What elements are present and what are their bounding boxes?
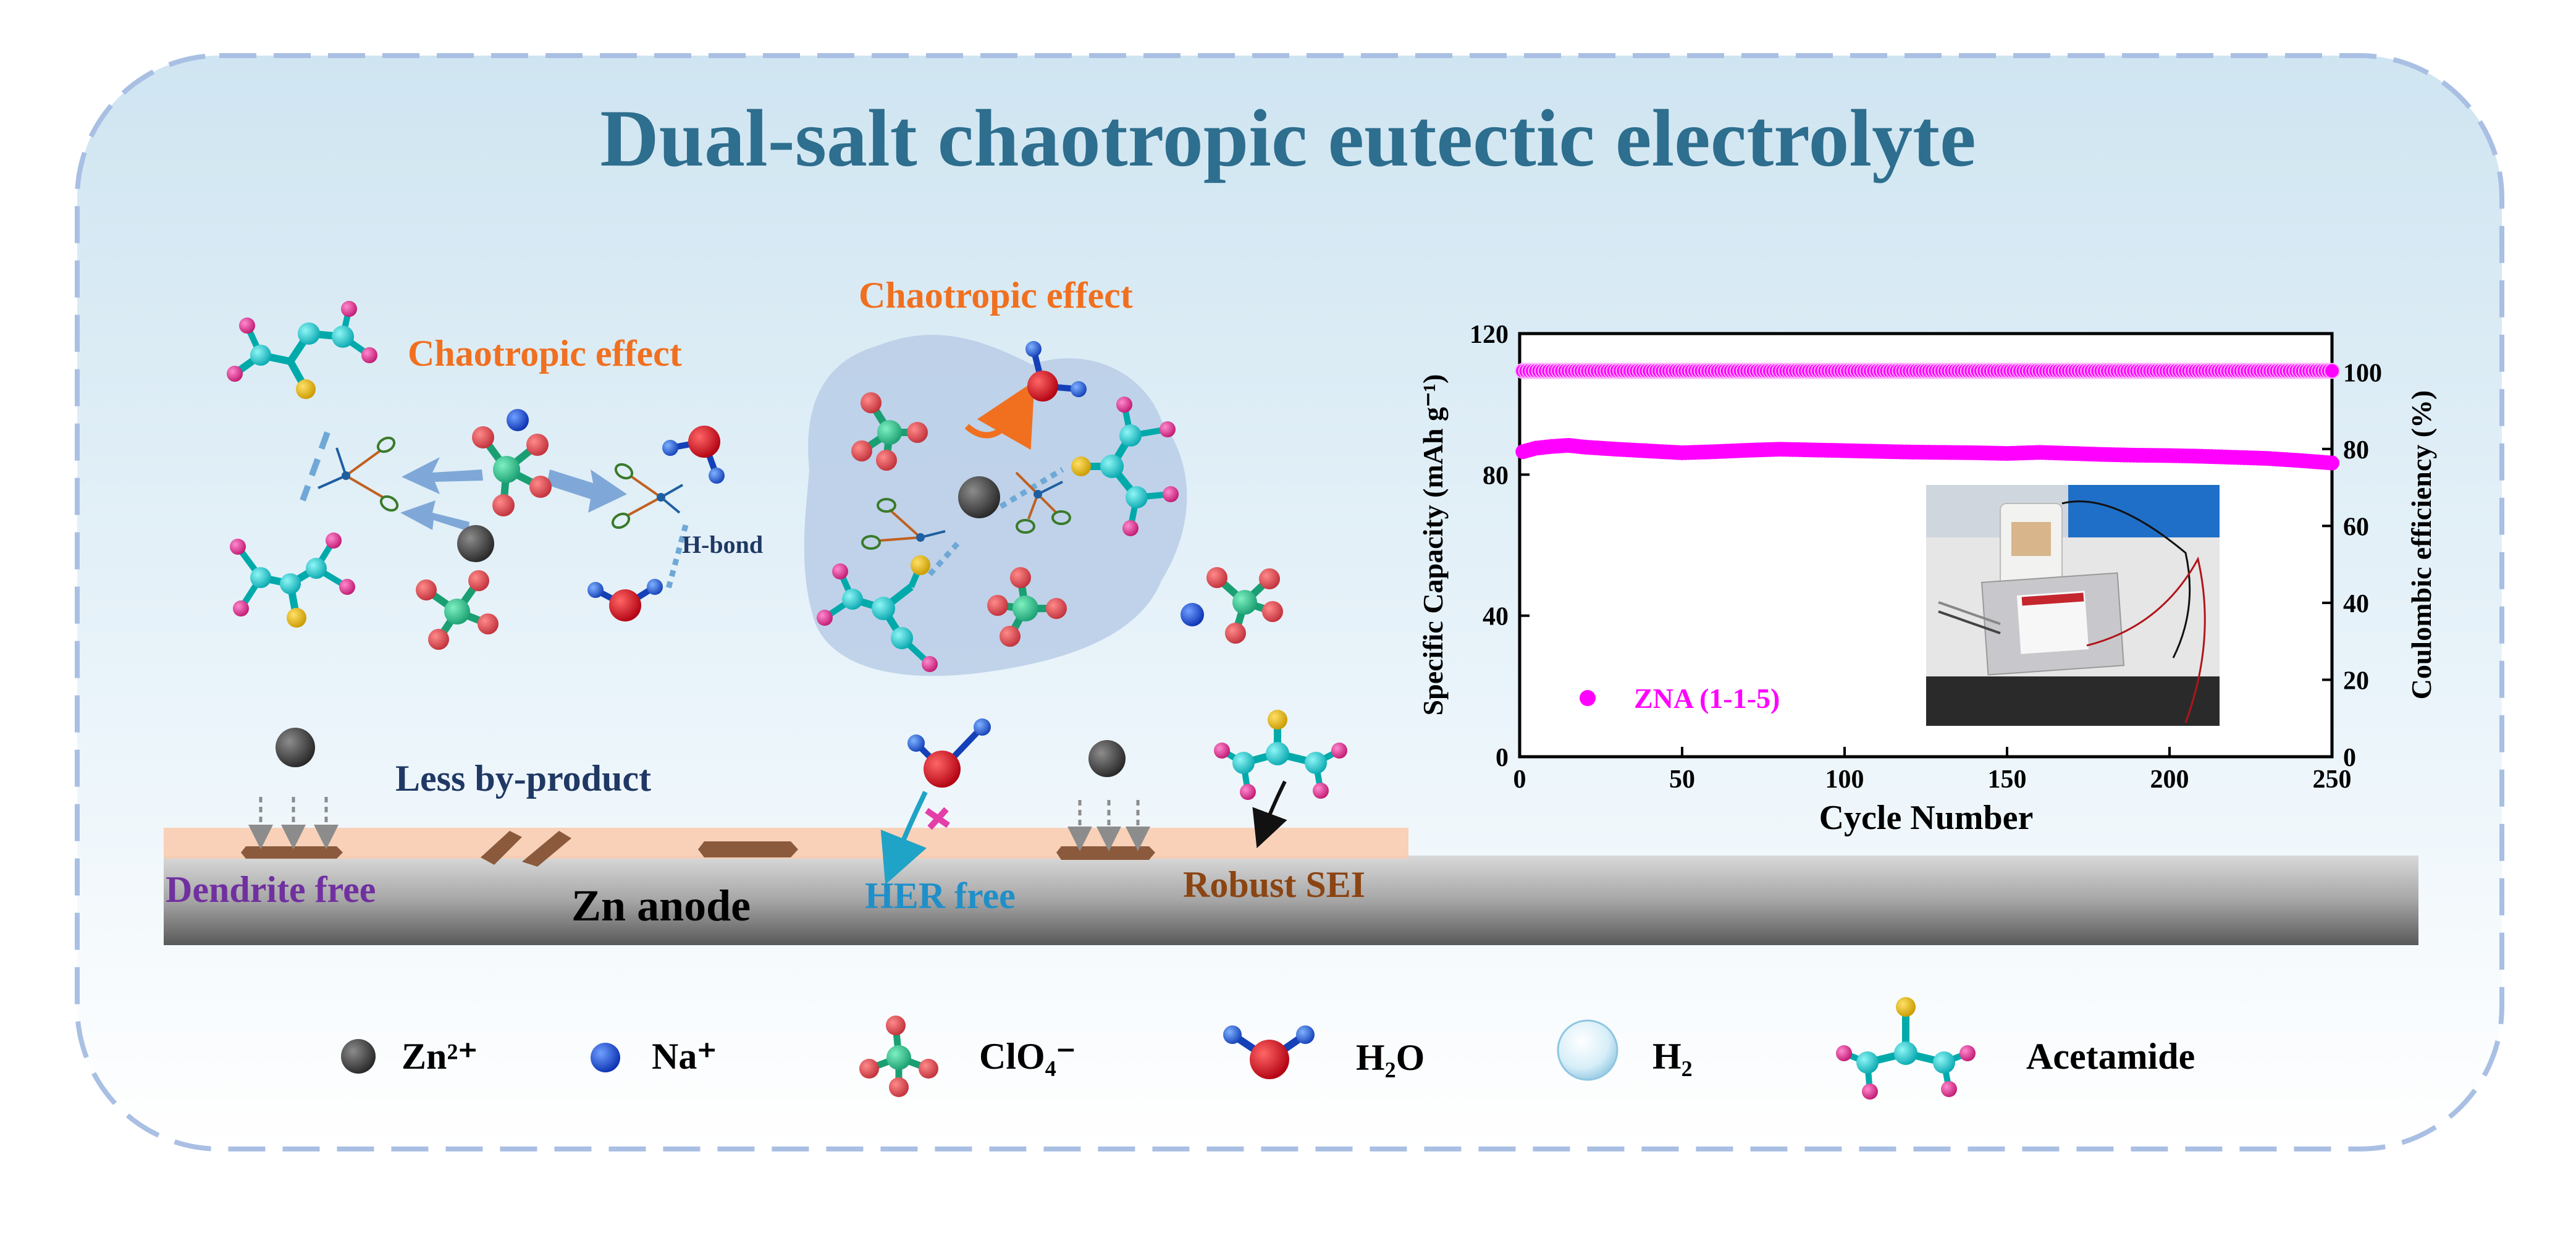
y2-tick-label: 0	[2343, 744, 2356, 772]
legend: Zn²⁺ Na⁺ ClO₄⁻ H₂O H₂	[341, 997, 2195, 1100]
blocked-mark	[925, 807, 950, 830]
water-molecule	[907, 718, 991, 788]
deposition-arrows-left	[248, 797, 339, 849]
zinc-ion-icon	[341, 1039, 376, 1074]
acetamide-molecule	[230, 532, 355, 628]
y-axis-label: Specific Capacity (mAh g⁻¹)	[1417, 374, 1449, 716]
x-tick-label: 200	[2150, 765, 2189, 794]
water-molecule	[587, 579, 663, 621]
acetamide-molecule	[817, 555, 938, 672]
y2-tick-label: 80	[2343, 436, 2369, 465]
acetamide-icon	[1836, 997, 1976, 1100]
zinc-ion	[276, 728, 315, 767]
zn-anode-label: Zn anode	[571, 881, 751, 930]
x-tick-label: 50	[1669, 765, 1695, 794]
page-title: Dual-salt chaotropic eutectic electrolyt…	[600, 93, 1976, 183]
y2-tick-label: 40	[2343, 590, 2369, 618]
acetamide-molecule	[1071, 397, 1179, 536]
perchlorate-molecule	[1206, 567, 1283, 644]
y2-tick-label: 100	[2343, 359, 2382, 387]
legend-label-clo4: ClO₄⁻	[979, 1036, 1075, 1077]
y-tick-label: 120	[1470, 321, 1509, 349]
legend-label-h2: H₂	[1652, 1036, 1693, 1077]
x-tick-label: 250	[2313, 765, 2352, 794]
sodium-ion	[507, 409, 529, 431]
y2-tick-label: 60	[2343, 513, 2369, 541]
y2-tick-label: 20	[2343, 667, 2369, 695]
capacity-point	[2325, 455, 2339, 471]
efficiency-point	[2324, 363, 2340, 379]
pouch-cell-photo	[1926, 485, 2220, 726]
zinc-ion	[958, 476, 1000, 518]
perchlorate-molecule	[987, 567, 1067, 647]
water-icon	[1223, 1025, 1315, 1079]
legend-label-zn: Zn²⁺	[402, 1036, 478, 1077]
robust-sei-label: Robust SEI	[1183, 864, 1365, 905]
chaotropic-effect-label-center: Chaotropic effect	[859, 275, 1133, 316]
h-bond-line	[664, 524, 689, 594]
x-tick-label: 150	[1988, 765, 2027, 794]
zinc-ion	[1088, 740, 1126, 777]
less-byproduct-label: Less by-product	[395, 758, 651, 799]
acetamide-molecule	[227, 301, 377, 399]
x-tick-label: 0	[1513, 765, 1526, 794]
acetamide-molecule	[1214, 710, 1347, 800]
dendrite-free-label: Dendrite free	[166, 869, 376, 910]
perchlorate-molecule	[851, 392, 928, 471]
legend-marker-zna	[1580, 690, 1596, 706]
hydrogen-bubble-icon	[1557, 1019, 1618, 1081]
water-molecule	[662, 426, 725, 484]
left-solvation-cluster	[227, 301, 725, 650]
legend-label-zna: ZNA (1-1-5)	[1634, 683, 1780, 714]
water-molecule	[1025, 341, 1087, 402]
perchlorate-molecule	[416, 570, 499, 650]
zn-anode-bar	[164, 856, 2418, 945]
y-tick-label: 40	[1483, 603, 1509, 631]
y-tick-label: 0	[1496, 744, 1509, 772]
zinc-ion	[457, 525, 494, 562]
perchlorate-molecule	[472, 426, 552, 516]
h-bond-label: H-bond	[682, 531, 763, 558]
legend-label-h2o: H₂O	[1356, 1037, 1425, 1078]
x-axis-label: Cycle Number	[1819, 799, 2034, 837]
y-tick-label: 80	[1483, 461, 1509, 490]
legend-label-na: Na⁺	[652, 1036, 717, 1077]
x-tick-label: 100	[1825, 765, 1864, 794]
center-cluster	[817, 341, 1179, 672]
sodium-ion-icon	[591, 1043, 620, 1072]
deposition-arrows-right	[1067, 800, 1150, 851]
perchlorate-icon	[859, 1016, 938, 1097]
legend-label-acetamide: Acetamide	[2026, 1036, 2195, 1077]
y2-axis-label: Coulombic efficiency (%)	[2406, 390, 2437, 700]
chaotropic-effect-label-left: Chaotropic effect	[408, 333, 682, 374]
her-free-label: HER free	[865, 875, 1016, 916]
sodium-ion	[1181, 603, 1204, 626]
